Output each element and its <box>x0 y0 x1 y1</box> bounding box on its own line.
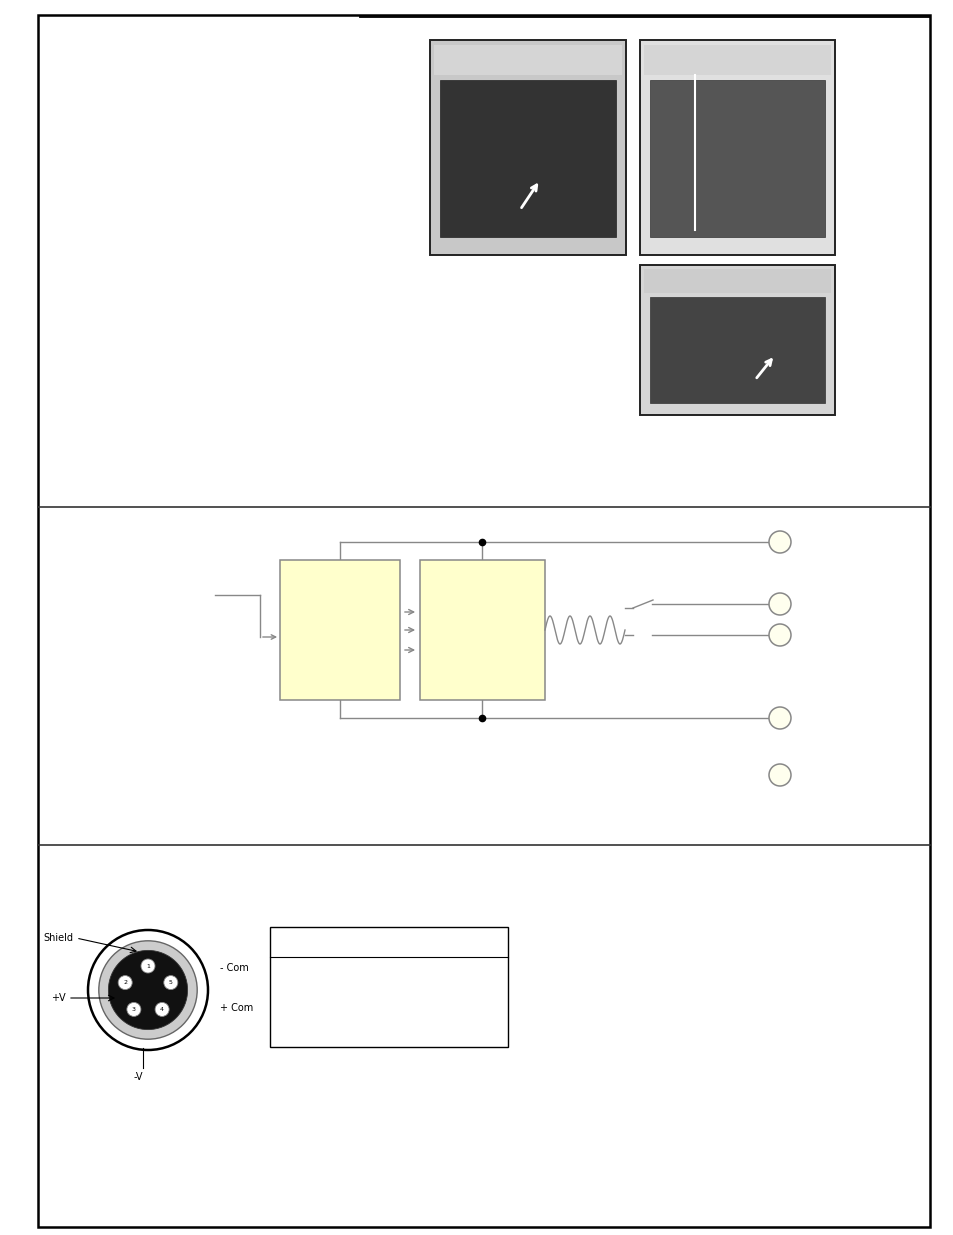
Circle shape <box>141 960 154 973</box>
Bar <box>439 80 616 237</box>
Text: 2: 2 <box>123 981 127 986</box>
Bar <box>434 44 621 75</box>
Circle shape <box>99 941 197 1039</box>
Text: 3: 3 <box>132 1007 135 1011</box>
Bar <box>639 40 834 254</box>
Text: + Com: + Com <box>220 1003 253 1013</box>
Circle shape <box>768 764 790 785</box>
Text: 5: 5 <box>169 981 172 986</box>
Circle shape <box>155 1003 169 1016</box>
Bar <box>419 559 544 700</box>
Bar <box>649 80 824 237</box>
Circle shape <box>88 930 208 1050</box>
Circle shape <box>768 624 790 646</box>
Bar <box>643 44 830 75</box>
Text: - Com: - Com <box>220 963 249 973</box>
Circle shape <box>127 1003 141 1016</box>
Text: 1: 1 <box>146 963 150 968</box>
Bar <box>649 296 824 403</box>
Text: 4: 4 <box>160 1007 164 1011</box>
Text: +V: +V <box>51 993 66 1003</box>
Circle shape <box>164 976 177 989</box>
Bar <box>430 40 625 254</box>
Bar <box>270 927 507 1047</box>
Bar <box>280 559 399 700</box>
Text: -V: -V <box>133 1072 143 1082</box>
Bar <box>643 269 830 293</box>
Circle shape <box>109 951 188 1030</box>
Circle shape <box>768 531 790 553</box>
Circle shape <box>768 706 790 729</box>
Text: Shield: Shield <box>43 932 73 944</box>
Circle shape <box>768 593 790 615</box>
Bar <box>639 266 834 415</box>
Circle shape <box>118 976 132 989</box>
